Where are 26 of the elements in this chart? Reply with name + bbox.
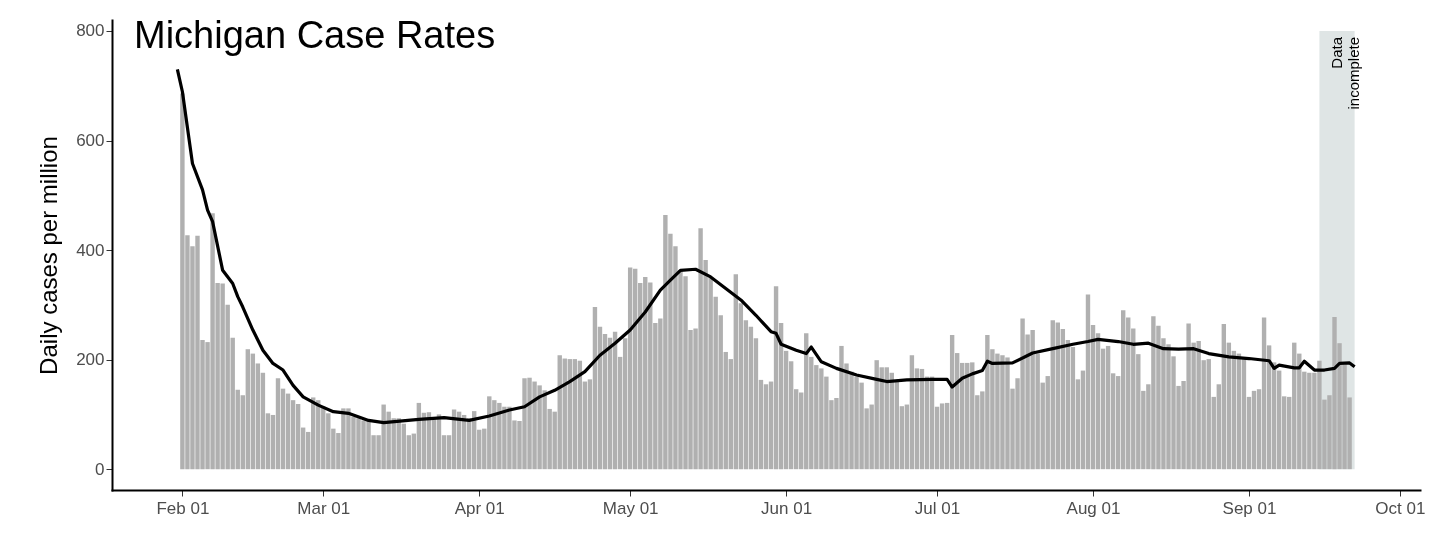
x-tick-label: Sep 01: [1222, 498, 1277, 518]
bar: [1251, 390, 1257, 470]
x-tick-label: Mar 01: [297, 498, 351, 518]
x-tick-label: Oct 01: [1375, 498, 1426, 518]
x-tick-label: Jul 01: [914, 498, 961, 518]
x-tick-label: Apr 01: [454, 498, 505, 518]
chart-title: Michigan Case Rates: [134, 14, 496, 56]
bar: [250, 353, 256, 470]
x-tick-label: Feb 01: [156, 498, 210, 518]
bar: [1105, 345, 1111, 470]
x-tick-label: Jun 01: [761, 498, 813, 518]
x-tick-label: Aug 01: [1066, 498, 1121, 518]
bar: [275, 378, 281, 470]
bar: [285, 393, 291, 470]
y-tick-label: 600: [76, 131, 105, 151]
band-label: Data incomplete: [1328, 36, 1363, 110]
bar: [763, 384, 769, 470]
y-tick-label: 400: [76, 240, 105, 260]
y-tick-label: 800: [76, 21, 105, 41]
bar: [939, 403, 945, 470]
bar: [295, 404, 301, 470]
y-tick-label: 0: [95, 459, 105, 479]
bar: [245, 349, 251, 470]
x-tick-label: May 01: [602, 498, 659, 518]
y-tick-label: 200: [76, 350, 105, 370]
y-axis-title: Daily cases per million: [35, 136, 63, 375]
